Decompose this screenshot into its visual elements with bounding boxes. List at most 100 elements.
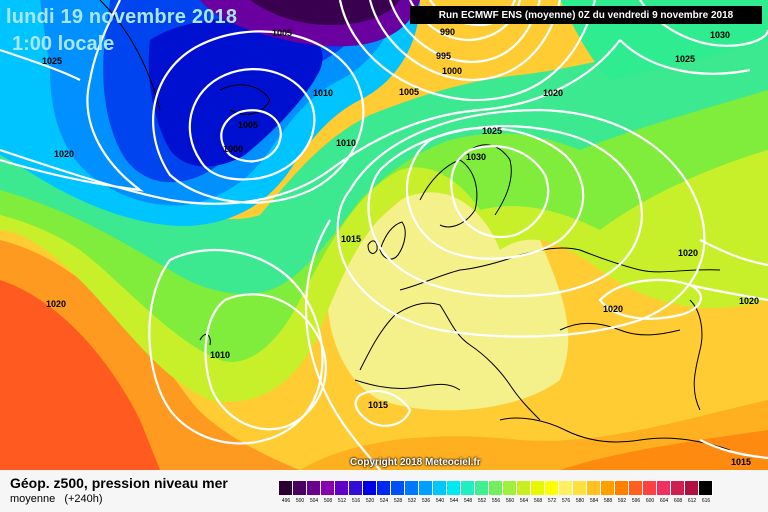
iceland-outline [219, 84, 271, 115]
colorbar-tick-label: 612 [687, 498, 697, 504]
isobar-1020-high [367, 125, 643, 298]
height-zone-deepblue [148, 18, 323, 167]
isobar-1005 [338, 0, 597, 102]
colorbar-swatch [279, 481, 293, 495]
isobar-1015-atlantic [148, 248, 324, 445]
colorbar-tick-label: 524 [379, 498, 389, 504]
colorbar-swatch [559, 481, 573, 495]
colorbar-swatch [461, 481, 475, 495]
colorbar-tick-label: 572 [547, 498, 557, 504]
colorbar-swatch [615, 481, 629, 495]
colorbar-tick-label: 596 [631, 498, 641, 504]
isobar-label: 1025 [482, 126, 502, 136]
colorbar-tick-label: 544 [449, 498, 459, 504]
scandinavia-outline [419, 159, 478, 228]
colorbar-swatch [573, 481, 587, 495]
colorbar-swatch [489, 481, 503, 495]
isobar-label: 1015 [368, 400, 388, 410]
colorbar-swatch [643, 481, 657, 495]
colorbar [279, 481, 713, 495]
colorbar-tick-label: 608 [673, 498, 683, 504]
isobar-1015-iberia [354, 389, 412, 427]
colorbar-swatch [363, 481, 377, 495]
isobar-label: 1025 [42, 56, 62, 66]
colorbar-tick-label: 600 [645, 498, 655, 504]
colorbar-tick-label: 536 [421, 498, 431, 504]
isobar-1020-east [598, 278, 702, 320]
colorbar-swatch [335, 481, 349, 495]
colorbar-swatch [293, 481, 307, 495]
isobar-995 [388, 0, 542, 64]
isobar-1015-south [304, 219, 381, 470]
isobar-1020-e2 [689, 283, 768, 302]
isobar-label: 1000 [442, 66, 462, 76]
colorbar-tick-label: 564 [519, 498, 529, 504]
isobar-1010-low [152, 30, 365, 204]
colorbar-swatch [419, 481, 433, 495]
colorbar-tick-label: 512 [337, 498, 347, 504]
colorbar-tick-label: 568 [533, 498, 543, 504]
isobar-label: 1010 [210, 350, 230, 360]
isobar-1025-west [0, 48, 81, 81]
map-time-title: 1:00 locale [12, 33, 115, 55]
run-info-banner: Run ECMWF ENS (moyenne) 0Z du vendredi 9… [410, 6, 762, 24]
colorbar-swatch [685, 481, 699, 495]
stat-label: moyenne [10, 493, 56, 505]
isobar-labels: 1005 990 995 1000 1005 1010 1005 1000 10… [42, 27, 759, 467]
isobar-1000 [368, 0, 562, 82]
colorbar-swatch [601, 481, 615, 495]
isobar-label: 1030 [710, 30, 730, 40]
isobar-label: 995 [436, 51, 451, 61]
isobar-1010-atlantic [204, 293, 327, 431]
colorbar-tick-label: 584 [589, 498, 599, 504]
weather-map: 1005 990 995 1000 1005 1010 1005 1000 10… [0, 0, 768, 470]
colorbar-tick-label: 616 [701, 498, 711, 504]
colorbar-tick-label: 508 [323, 498, 333, 504]
isobar-label: 1000 [223, 144, 243, 154]
colorbar-swatch [545, 481, 559, 495]
isobar-label: 990 [440, 27, 455, 37]
isobar-label: 1010 [313, 88, 333, 98]
colorbar-tick-label: 556 [491, 498, 501, 504]
isobar-label: 1015 [731, 457, 751, 467]
isobar-1025-ne [619, 39, 751, 75]
parameter-title: Géop. z500, pression niveau mer [10, 475, 228, 491]
isobar-1000-low [220, 109, 282, 163]
isobars [0, 0, 768, 470]
colorbar-swatch [699, 481, 713, 495]
isobar-1005-low [188, 68, 316, 181]
colorbar-tick-label: 500 [295, 498, 305, 504]
colorbar-swatch [475, 481, 489, 495]
colorbar-tick-label: 548 [463, 498, 473, 504]
colorbar-tick-label: 520 [365, 498, 375, 504]
caspian-outline [689, 299, 703, 411]
mediterranean-north-coast [359, 302, 541, 421]
isobar-label: 1015 [341, 234, 361, 244]
colorbar-swatch [377, 481, 391, 495]
colorbar-swatch [671, 481, 685, 495]
isobar-label: 1005 [399, 87, 419, 97]
isobar-1030-high [450, 145, 550, 239]
colorbar-swatch [587, 481, 601, 495]
isobar-label: 1030 [466, 152, 486, 162]
colorbar-labels: 496 500 504 508 512 516 520 524 528 532 536 540 544 5… [279, 498, 713, 504]
colorbar-tick-label: 592 [617, 498, 627, 504]
colorbar-tick-label: 532 [407, 498, 417, 504]
colorbar-tick-label: 560 [505, 498, 515, 504]
finland-outline [469, 144, 512, 216]
africa-coast [499, 417, 731, 451]
colorbar-tick-label: 504 [309, 498, 319, 504]
colorbar-swatch [629, 481, 643, 495]
europe-north-coast [399, 247, 721, 291]
colorbar-swatch [307, 481, 321, 495]
copyright-text: Copyright 2018 Meteociel.fr [350, 457, 481, 468]
colorbar-swatch [503, 481, 517, 495]
isobar-1015-se [699, 439, 768, 460]
height-zone-southeast [560, 430, 768, 470]
colorbar-tick-label: 580 [575, 498, 585, 504]
colorbar-tick-label: 588 [603, 498, 613, 504]
colorbar-swatch [531, 481, 545, 495]
map-date-title: lundi 19 novembre 2018 [6, 6, 238, 28]
isobar-label: 1005 [238, 120, 258, 130]
isobar-1020-west [0, 0, 144, 192]
